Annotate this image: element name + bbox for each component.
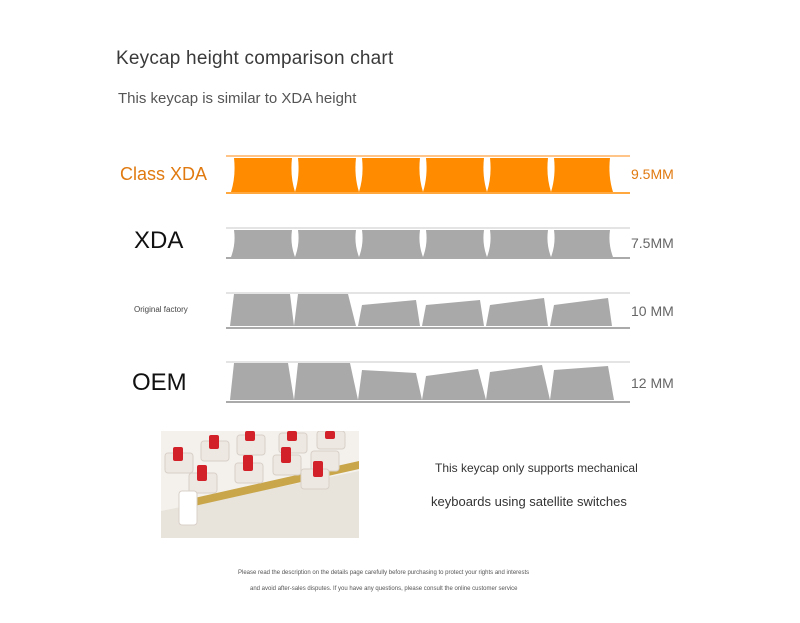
- keycap-shape: [486, 365, 550, 400]
- page-subtitle: This keycap is similar to XDA height: [118, 90, 357, 107]
- keycap-shape: [295, 230, 359, 257]
- row-label-original-factory: Original factory: [134, 305, 188, 314]
- keycap-shape: [359, 158, 423, 192]
- keycap-shape: [423, 158, 487, 192]
- keycap-shape: [422, 300, 484, 326]
- keycap-shape: [550, 298, 612, 326]
- keycap-shape: [294, 294, 356, 326]
- keycap-shape: [487, 158, 551, 192]
- keycap-row-class-xda: [226, 155, 630, 194]
- keycap-row-xda: [226, 227, 630, 259]
- keycap-shape: [294, 363, 358, 400]
- row-label-xda: XDA: [134, 227, 184, 254]
- keycap-shape: [230, 363, 294, 400]
- keycap-row-oem: [226, 361, 630, 403]
- keycap-shape: [550, 366, 614, 400]
- keycap-shape: [295, 158, 359, 192]
- keycap-shape: [358, 300, 420, 326]
- row-value-oem: 12 MM: [631, 375, 674, 391]
- disclaimer-line-2: and avoid after-sales disputes. If you h…: [250, 586, 518, 592]
- keycap-shape: [422, 369, 486, 400]
- row-value-xda: 7.5MM: [631, 235, 674, 251]
- row-value-original-factory: 10 MM: [631, 303, 674, 319]
- keycap-shape: [359, 230, 423, 257]
- keyboard-switches-photo: [161, 431, 359, 538]
- keycap-shape: [358, 370, 422, 400]
- keycap-shape: [230, 294, 294, 326]
- keycap-shape: [423, 230, 487, 257]
- keycap-shape: [486, 298, 548, 326]
- keycap-shape: [231, 158, 295, 192]
- note-line-2: keyboards using satellite switches: [431, 494, 627, 509]
- note-line-1: This keycap only supports mechanical: [435, 461, 638, 475]
- keycap-shape: [231, 230, 295, 257]
- keycap-shape: [551, 230, 613, 257]
- disclaimer-line-1: Please read the description on the detai…: [238, 570, 530, 576]
- keycap-row-original-factory: [226, 292, 630, 329]
- keycap-shape: [551, 158, 613, 192]
- row-label-class-xda: Class XDA: [120, 164, 208, 184]
- keycap-shape: [487, 230, 551, 257]
- row-label-oem: OEM: [132, 369, 187, 396]
- row-value-class-xda: 9.5MM: [631, 166, 674, 182]
- switches-image: [161, 431, 359, 538]
- page-title: Keycap height comparison chart: [116, 48, 394, 69]
